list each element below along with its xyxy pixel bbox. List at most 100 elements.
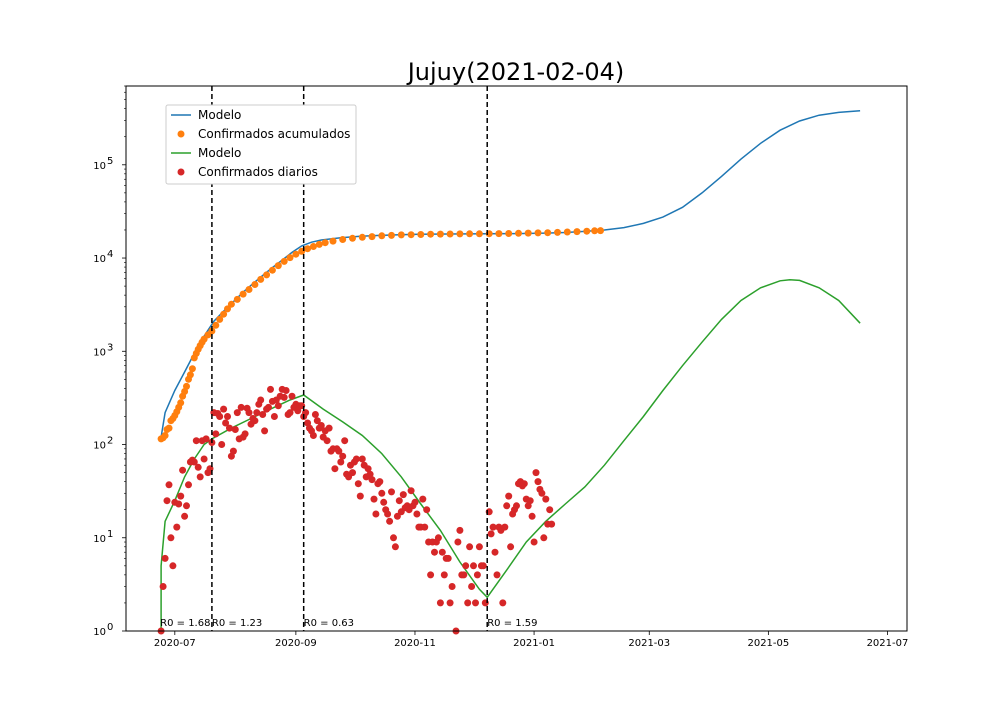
r0-annotation-1: R0 = 0.63 — [304, 618, 354, 629]
data-point-2-72 — [583, 227, 591, 235]
data-point-3-118 — [388, 488, 395, 496]
data-point-2-31 — [239, 290, 247, 298]
data-point-2-67 — [534, 229, 542, 237]
data-point-3-89 — [331, 465, 339, 473]
data-point-3-98 — [349, 469, 356, 477]
data-point-3-33 — [222, 419, 230, 427]
data-point-3-101 — [354, 480, 362, 488]
x-axis: 2020-07 2020-09 2020-11 2021-01 2021-03 2021-… — [154, 631, 908, 649]
data-point-2-27 — [220, 310, 228, 318]
data-point-3-55 — [265, 403, 272, 411]
data-point-3-100 — [352, 455, 360, 463]
data-point-3-116 — [384, 510, 392, 518]
data-point-2-26 — [216, 315, 224, 323]
data-point-3-154 — [460, 571, 468, 579]
legend-marker-swatch-3 — [177, 168, 185, 176]
data-point-3-170 — [493, 571, 501, 579]
data-point-3-113 — [378, 489, 386, 497]
data-point-3-39 — [233, 409, 241, 417]
data-point-3-56 — [267, 385, 274, 393]
legend-marker-swatch-1 — [177, 130, 185, 138]
x-tick-label-4: 2021-03 — [628, 638, 670, 649]
data-point-3-176 — [505, 492, 513, 500]
data-point-3-93 — [339, 452, 347, 460]
data-point-2-36 — [268, 266, 276, 274]
data-point-3-5 — [167, 534, 175, 542]
x-tick-label-2: 2020-11 — [394, 638, 436, 649]
data-point-2-2 — [161, 432, 169, 439]
data-point-2-45 — [321, 239, 329, 247]
data-point-3-136 — [423, 506, 431, 514]
data-point-3-94 — [341, 437, 349, 445]
data-point-3-60 — [274, 402, 282, 410]
data-point-3-155 — [462, 562, 470, 570]
data-point-3-195 — [542, 495, 550, 503]
data-point-3-174 — [501, 523, 509, 531]
data-point-3-1 — [159, 583, 167, 590]
y-tick-label-1: 10 — [93, 534, 106, 545]
data-point-3-189 — [530, 538, 538, 546]
data-point-3-117 — [386, 517, 394, 525]
data-point-3-147 — [444, 554, 452, 562]
data-point-2-47 — [339, 236, 347, 243]
data-point-3-20 — [196, 473, 204, 481]
data-point-2-52 — [388, 231, 395, 239]
data-point-2-30 — [233, 295, 241, 303]
data-point-3-13 — [183, 502, 190, 510]
legend-label-1: Confirmados acumulados — [198, 127, 350, 141]
data-point-3-52 — [259, 411, 267, 418]
data-point-3-30 — [216, 413, 224, 420]
legend-label-0: Modelo — [198, 108, 241, 122]
data-point-3-140 — [431, 548, 438, 556]
data-point-3-164 — [479, 562, 487, 570]
y-tick-label-3: 10 — [93, 347, 106, 358]
data-point-3-102 — [356, 492, 364, 500]
data-point-3-142 — [434, 534, 442, 542]
data-point-3-173 — [499, 599, 507, 607]
data-point-3-31 — [218, 441, 226, 448]
legend-box — [165, 104, 357, 185]
data-point-3-184 — [520, 480, 528, 488]
data-point-3-38 — [231, 426, 239, 433]
legend: Modelo Confirmados acumulados Modelo Confir… — [165, 104, 357, 185]
data-point-3-198 — [548, 520, 556, 528]
data-point-3-14 — [185, 481, 192, 489]
data-point-3-49 — [253, 409, 261, 417]
data-point-3-4 — [165, 481, 173, 489]
data-point-3-124 — [399, 491, 407, 499]
x-tick-label-1: 2020-09 — [275, 638, 317, 649]
data-point-3-112 — [376, 478, 384, 486]
data-point-2-71 — [573, 228, 581, 236]
x-tick-label-0: 2020-07 — [154, 638, 196, 649]
data-point-2-58 — [446, 230, 454, 238]
data-point-2-38 — [280, 257, 288, 265]
data-point-3-110 — [372, 510, 380, 518]
data-point-2-68 — [544, 229, 552, 237]
y-tick-exponent-1: 1 — [107, 529, 113, 540]
data-point-3-80 — [313, 417, 321, 425]
data-point-3-187 — [526, 497, 534, 505]
data-point-2-73 — [591, 227, 599, 235]
data-point-2-74 — [597, 227, 604, 235]
y-tick-exponent-5: 5 — [107, 156, 113, 167]
data-point-2-65 — [515, 229, 522, 237]
data-point-3-8 — [173, 523, 181, 531]
data-point-3-32 — [220, 405, 228, 413]
data-point-3-9 — [175, 500, 183, 508]
data-point-3-53 — [261, 427, 269, 435]
data-point-2-49 — [358, 233, 366, 241]
data-point-3-58 — [270, 413, 278, 420]
data-point-3-193 — [538, 489, 546, 497]
data-point-3-78 — [309, 432, 317, 439]
y-tick-exponent-2: 2 — [107, 436, 113, 447]
data-point-2-13 — [183, 382, 190, 390]
data-point-3-156 — [464, 599, 472, 607]
data-point-3-45 — [245, 409, 253, 417]
data-point-2-46 — [329, 237, 337, 245]
data-point-3-162 — [475, 543, 483, 551]
data-point-2-54 — [407, 231, 415, 239]
data-point-3-130 — [411, 498, 419, 506]
data-point-2-51 — [378, 232, 386, 240]
data-point-3-91 — [335, 447, 343, 455]
